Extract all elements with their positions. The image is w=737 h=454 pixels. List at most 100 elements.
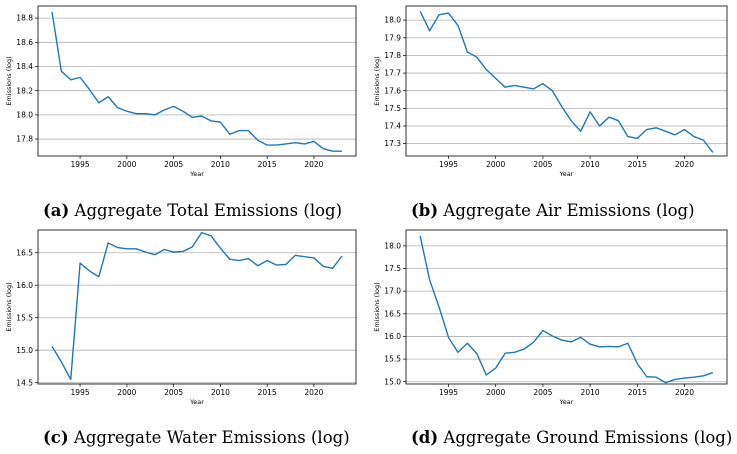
data-point xyxy=(341,150,342,151)
data-point xyxy=(523,86,524,87)
data-point xyxy=(561,106,562,107)
data-point xyxy=(276,144,277,145)
y-tick-label: 17.8 xyxy=(384,51,401,60)
series-line xyxy=(51,231,343,381)
chart-panel-d: 15.0 15.5 16.0 16.5 17.0 17.5 18.0 1995 2000 2005… xyxy=(373,229,732,447)
data-point xyxy=(429,279,430,280)
x-tick-label: 2020 xyxy=(304,388,323,397)
caption-tag: (c) xyxy=(43,428,69,447)
data-point xyxy=(476,353,477,354)
data-point xyxy=(580,337,581,338)
data-point xyxy=(684,377,685,378)
x-tick-label: 1995 xyxy=(71,160,90,169)
y-tick-label: 16.0 xyxy=(384,332,401,341)
x-tick-label: 2010 xyxy=(211,388,230,397)
data-point xyxy=(210,120,211,121)
x-tick-label: 2020 xyxy=(304,160,323,169)
data-point xyxy=(98,102,99,103)
data-point xyxy=(61,71,62,72)
caption-tag: (b) xyxy=(411,201,438,220)
x-tick-label: 2015 xyxy=(258,160,277,169)
data-point xyxy=(220,121,221,122)
x-axis-label: Year xyxy=(189,398,204,406)
data-point xyxy=(580,131,581,132)
data-point xyxy=(646,129,647,130)
x-tick-label: 2015 xyxy=(628,388,647,397)
data-point xyxy=(589,111,590,112)
data-point xyxy=(332,268,333,269)
data-point xyxy=(486,69,487,70)
data-point xyxy=(201,232,202,233)
chart-panel-a: 17.8 18.0 18.2 18.4 18.6 18.8 1995 2000 2005 2010… xyxy=(5,5,357,220)
caption-tag: (a) xyxy=(43,201,69,220)
data-point xyxy=(89,270,90,271)
y-axis-label: Emissions (log) xyxy=(5,282,13,331)
data-point xyxy=(693,136,694,137)
data-point xyxy=(712,152,713,153)
y-tick-label: 18.0 xyxy=(16,110,33,119)
data-point xyxy=(448,337,449,338)
data-point xyxy=(504,86,505,87)
data-point xyxy=(295,142,296,143)
y-tick-label: 17.3 xyxy=(384,139,401,148)
data-point xyxy=(257,140,258,141)
data-point xyxy=(514,352,515,353)
data-point xyxy=(117,107,118,108)
data-point xyxy=(145,251,146,252)
data-point xyxy=(457,352,458,353)
data-point xyxy=(655,127,656,128)
y-tick-label: 17.5 xyxy=(384,104,401,113)
x-tick-label: 1995 xyxy=(439,160,458,169)
x-tick-label: 2000 xyxy=(486,388,505,397)
data-point xyxy=(164,109,165,110)
series-line xyxy=(51,11,342,152)
data-point xyxy=(238,130,239,131)
x-tick-label: 1995 xyxy=(439,388,458,397)
y-tick-label: 15.5 xyxy=(384,355,401,364)
y-tick-label: 15.0 xyxy=(384,377,401,386)
data-point xyxy=(164,249,165,250)
caption-text: Aggregate Ground Emissions (log) xyxy=(438,428,732,447)
x-tick-label: 2010 xyxy=(581,388,600,397)
data-point xyxy=(674,134,675,135)
y-tick-label: 17.8 xyxy=(16,135,33,144)
data-point xyxy=(457,25,458,26)
y-tick-label: 16.5 xyxy=(16,248,33,257)
data-point xyxy=(467,51,468,52)
data-point xyxy=(304,256,305,257)
data-point xyxy=(684,129,685,130)
caption-text: Aggregate Total Emissions (log) xyxy=(69,201,342,220)
data-point xyxy=(98,276,99,277)
y-tick-label: 18.8 xyxy=(16,14,33,23)
data-point xyxy=(70,379,71,380)
data-point xyxy=(618,346,619,347)
data-point xyxy=(542,83,543,84)
data-point xyxy=(70,79,71,80)
series-line xyxy=(419,235,714,384)
data-point xyxy=(627,136,628,137)
data-point xyxy=(126,111,127,112)
data-point xyxy=(627,343,628,344)
data-point xyxy=(703,139,704,140)
data-point xyxy=(495,367,496,368)
data-point xyxy=(438,14,439,15)
y-tick-label: 17.0 xyxy=(384,287,401,296)
y-tick-label: 14.5 xyxy=(16,378,33,387)
x-tick-label: 2000 xyxy=(117,388,136,397)
data-point xyxy=(533,88,534,89)
data-point xyxy=(51,346,52,347)
data-point xyxy=(117,247,118,248)
data-point xyxy=(693,377,694,378)
data-point xyxy=(79,262,80,263)
data-point xyxy=(266,260,267,261)
data-point xyxy=(514,85,515,86)
x-tick-label: 2020 xyxy=(675,388,694,397)
axes-frame xyxy=(37,5,357,157)
data-point xyxy=(637,363,638,364)
data-point xyxy=(561,339,562,340)
data-point xyxy=(295,255,296,256)
data-point xyxy=(257,265,258,266)
data-point xyxy=(136,113,137,114)
x-tick-label: 2005 xyxy=(164,160,183,169)
data-point xyxy=(248,130,249,131)
